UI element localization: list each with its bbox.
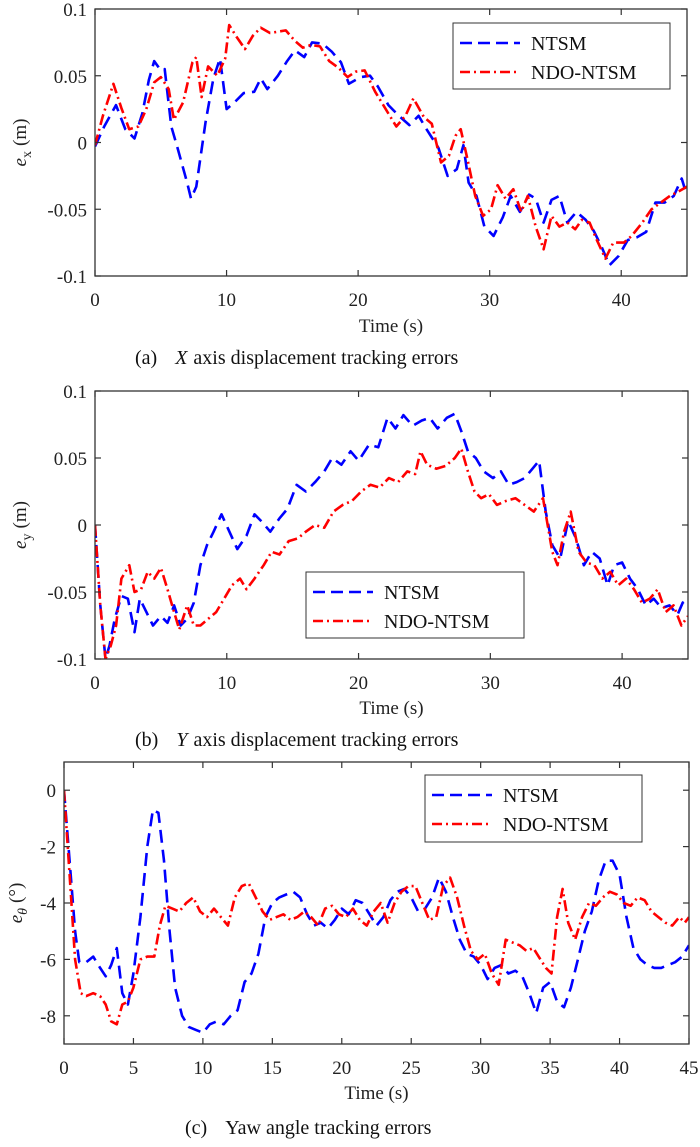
x-tick-label: 40 [612,290,631,311]
legend-label: NTSM [531,33,587,55]
caption-text: Yaw angle tracking errors [225,1117,431,1139]
series-line-ntsm [95,412,688,659]
legend-box [305,571,525,639]
legend-label: NTSM [384,582,440,604]
y-label-unit: (m) [10,501,31,528]
x-axis-label: Time (s) [359,698,423,719]
caption-label: (c) [185,1117,207,1139]
x-tick-label: 30 [471,1058,490,1079]
caption-text: axis displacement tracking errors [193,347,458,369]
legend-box [424,774,643,843]
x-tick-label: 0 [90,290,100,311]
figure-caption: (c) Yaw angle tracking errors [185,1117,432,1139]
x-tick-label: 20 [332,1058,351,1079]
legend: NTSM NDO-NTSM [424,774,643,843]
y-tick-label: -8 [40,1007,56,1028]
y-axis-label: eθ (°) [6,883,31,924]
x-tick-label: 20 [349,673,368,694]
y-tick-label: 0 [78,516,88,537]
y-label-var: e [10,158,31,166]
y-axis-label: ex (m) [10,119,35,167]
x-tick-label: 5 [129,1058,139,1079]
x-tick-label: 10 [217,290,236,311]
chart-c: 0 5 10 15 20 25 30 35 40 45 0 -2 -4 -6 -8 Time (s) eθ (°)… [6,761,699,1139]
x-axis-label: Time (s) [359,316,423,337]
legend: NTSM NDO-NTSM [452,22,671,90]
y-tick-label: 0.05 [54,449,87,470]
x-tick-label: 10 [193,1058,212,1079]
y-tick-label: 0.1 [63,382,87,403]
caption-label: (b) [135,729,158,751]
x-tick-label: 15 [263,1058,282,1079]
y-tick-label: 0 [78,134,88,155]
chart-b: 0 10 20 30 40 0.1 0.05 0 -0.05 -0.1 Time (s) ey (m) N… [10,382,689,751]
y-tick-label: 0 [47,781,57,802]
x-tick-label: 35 [541,1058,560,1079]
x-tick-label: 30 [481,673,500,694]
legend-box [452,22,671,90]
y-label-sub: x [20,151,35,158]
legend-label: NDO-NTSM [384,611,490,633]
x-tick-label: 40 [610,1058,629,1079]
y-axis-label: ey (m) [10,501,35,549]
legend: NTSM NDO-NTSM [305,571,525,639]
legend-label: NTSM [503,785,559,807]
y-tick-label: -2 [40,838,56,859]
y-tick-label: 0.1 [63,0,87,21]
y-tick-label: 0.05 [54,67,87,88]
x-tick-label: 10 [217,673,236,694]
y-tick-label: -0.1 [57,650,87,671]
legend-label: NDO-NTSM [503,814,609,836]
x-tick-label: 0 [59,1058,69,1079]
caption-text: axis displacement tracking errors [193,729,458,751]
caption-italic: X [174,347,188,369]
y-label-var: e [6,915,27,923]
caption-italic: Y [176,729,189,751]
y-label-sub: θ [16,908,31,915]
legend-label: NDO-NTSM [531,62,637,84]
y-tick-label: -4 [40,894,56,915]
x-tick-label: 25 [402,1058,421,1079]
caption-label: (a) [135,347,157,369]
x-tick-label: 30 [480,290,499,311]
y-label-unit: (°) [6,883,27,903]
y-tick-label: -6 [40,950,56,971]
y-label-var: e [10,541,31,549]
series-line-ndo-ntsm [64,790,689,1026]
y-label-sub: y [20,534,35,541]
chart-a: 0 10 20 30 40 0.1 0.05 0 -0.05 -0.1 Time (s) ex (m) N… [10,0,688,369]
series-line-ntsm [64,790,689,1034]
y-tick-label: -0.1 [57,267,87,288]
series-line-ndo-ntsm [95,23,687,260]
x-tick-label: 20 [349,290,368,311]
y-tick-label: -0.05 [47,583,87,604]
x-tick-label: 45 [680,1058,699,1079]
y-tick-label: -0.05 [47,200,87,221]
x-tick-label: 40 [613,673,632,694]
y-label-unit: (m) [10,119,31,146]
x-tick-label: 0 [90,673,100,694]
x-axis-label: Time (s) [344,1083,408,1104]
